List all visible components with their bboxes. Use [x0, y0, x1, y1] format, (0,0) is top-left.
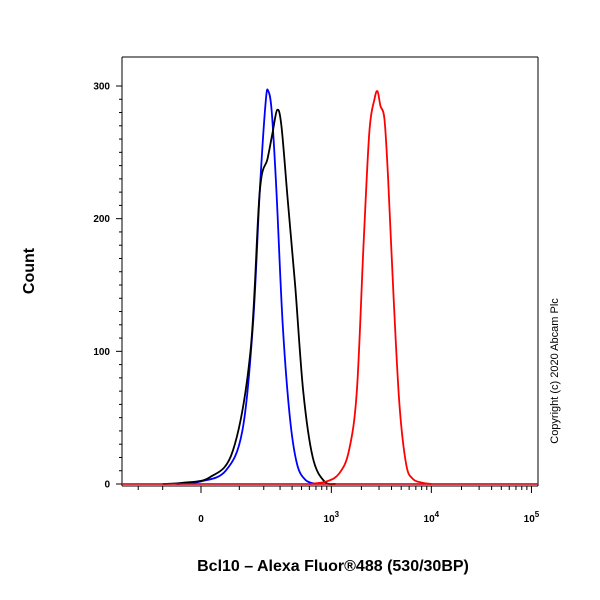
x-ticks: 0 103 104 105: [137, 486, 540, 525]
x-tick-label: 103: [324, 510, 340, 525]
series-line-0: [176, 88, 317, 485]
y-tick-label: 0: [104, 480, 110, 491]
series-line-1: [162, 108, 336, 486]
copyright-text: Copyright (c) 2020 Abcam Plc: [549, 298, 561, 444]
y-axis-title: Count: [21, 247, 38, 294]
y-ticks: 0 100 200 300: [93, 82, 122, 491]
x-axis-title: Bcl10 – Alexa Fluor®488 (530/30BP): [197, 558, 469, 575]
y-tick-label: 200: [93, 214, 110, 225]
series-layer: [122, 88, 538, 486]
y-tick-label: 300: [93, 82, 110, 93]
series-line-2: [309, 90, 432, 485]
x-tick-label: 104: [424, 510, 440, 525]
x-tick-label: 105: [524, 510, 540, 525]
y-tick-label: 100: [93, 347, 110, 358]
x-tick-label: 0: [198, 514, 204, 525]
